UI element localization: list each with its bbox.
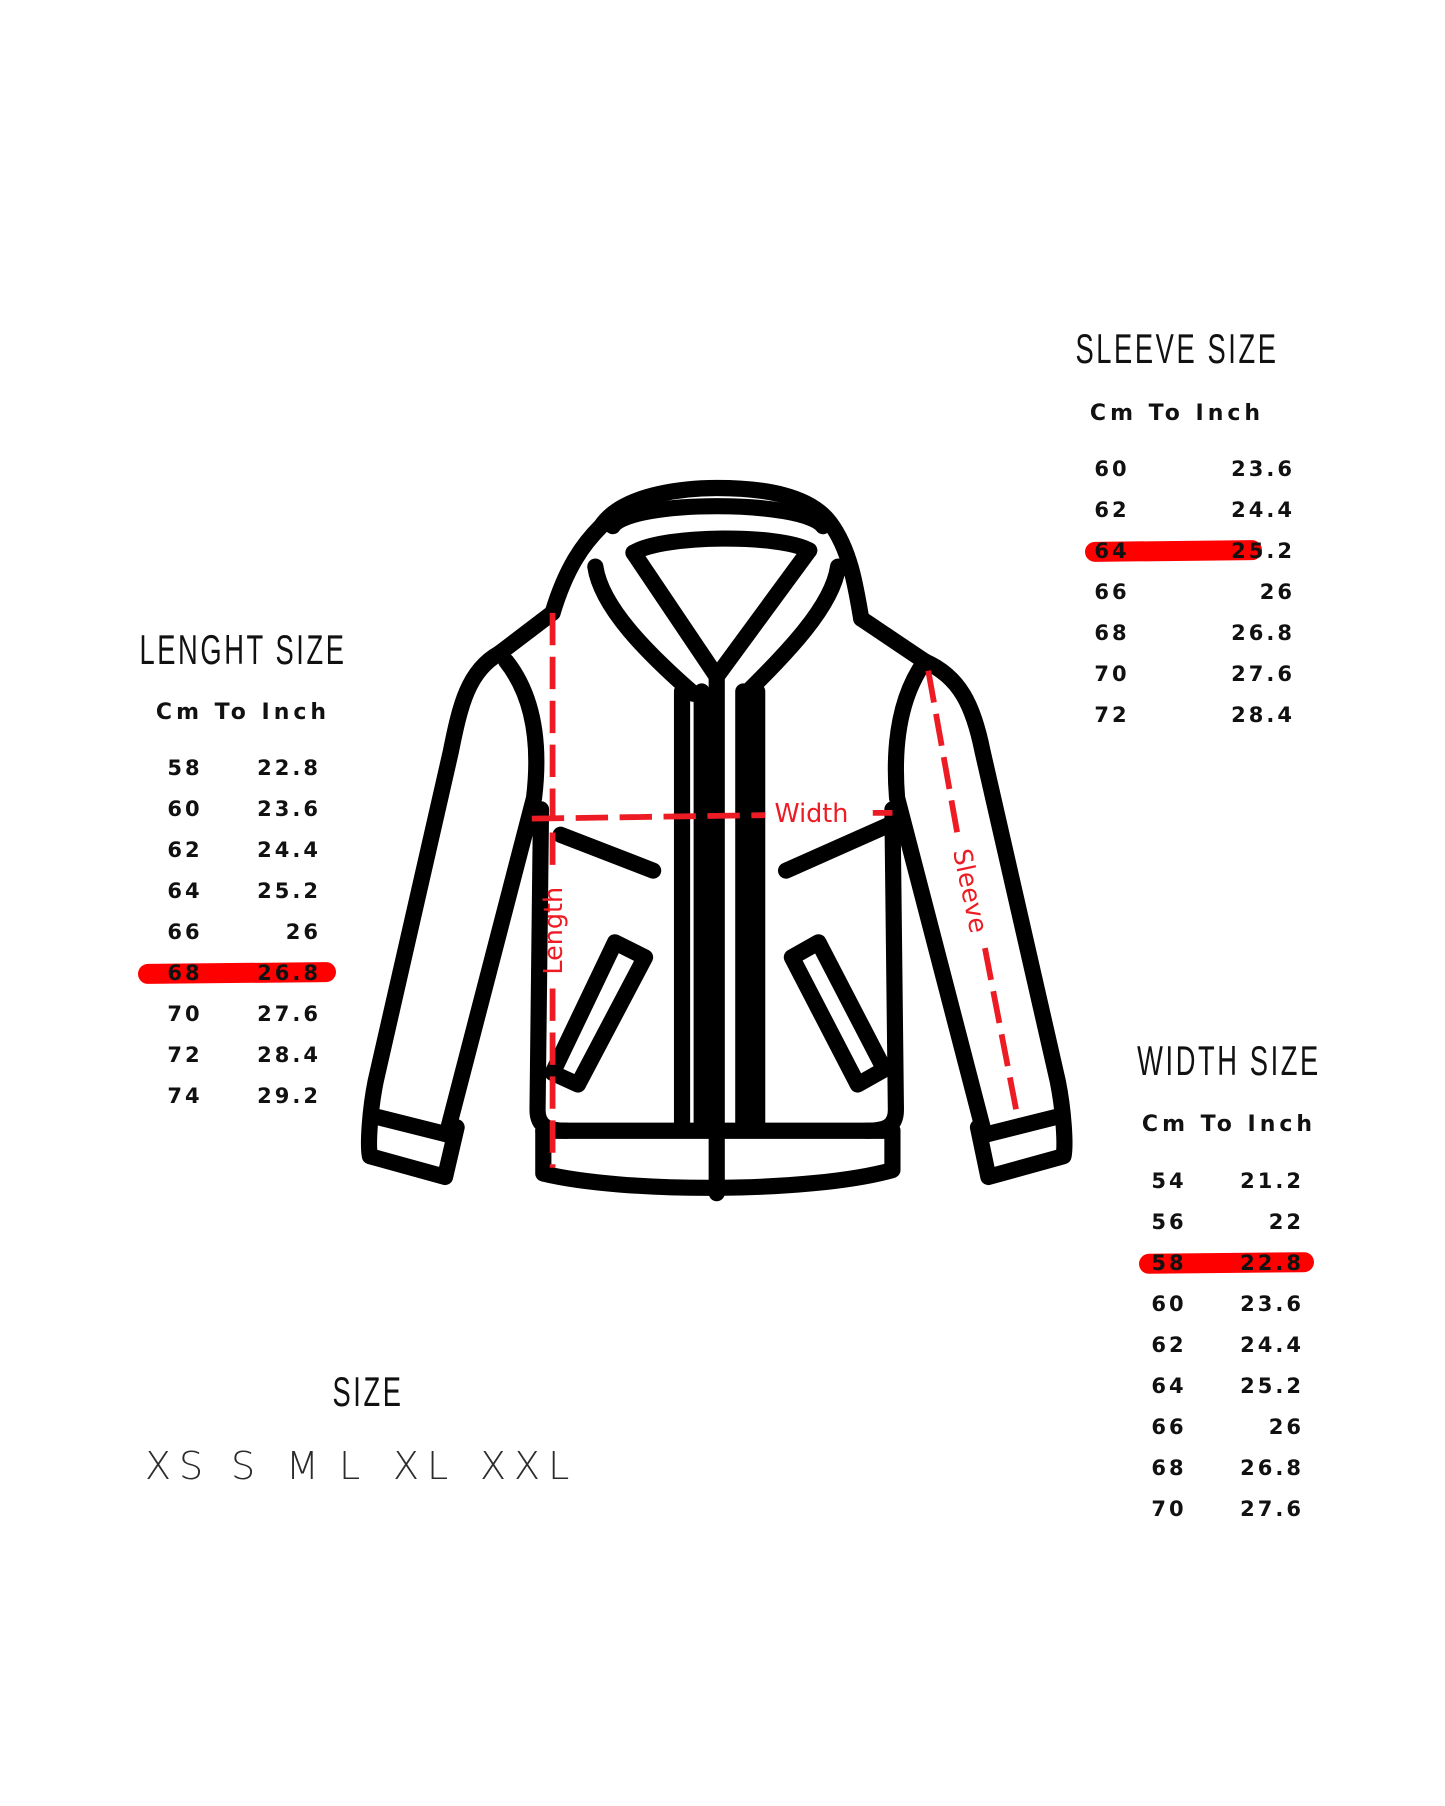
table-row: 56 22	[1099, 1202, 1359, 1243]
cm-value: 62	[1094, 498, 1130, 522]
cm-value: 64	[1151, 1374, 1187, 1398]
inch-value: 26	[1268, 1415, 1304, 1439]
inch-value: 21.2	[1240, 1169, 1304, 1193]
cm-value: 70	[1094, 662, 1130, 686]
measure-lines	[531, 612, 1021, 1168]
cm-value: 72	[167, 1043, 203, 1067]
table-row-highlighted: 58 22.8	[1099, 1243, 1359, 1284]
inch-value: 26.8	[1240, 1456, 1304, 1480]
cm-value: 56	[1151, 1210, 1187, 1234]
table-row: 62 24.4	[113, 830, 373, 871]
inch-value: 27.6	[1231, 662, 1295, 686]
cm-value: 68	[1151, 1456, 1187, 1480]
table-row: 72 28.4	[113, 1035, 373, 1076]
size-option-xxl[interactable]: XXL	[480, 1444, 578, 1488]
table-row: 70 27.6	[1099, 1489, 1359, 1530]
sleeve-title: SLEEVE SIZE	[1075, 325, 1279, 372]
table-row: 62 24.4	[1047, 490, 1307, 531]
length-title: LENGHT SIZE	[139, 626, 347, 673]
cm-value: 70	[1151, 1497, 1187, 1521]
cm-value: 66	[1094, 580, 1130, 604]
table-row: 64 25.2	[1099, 1366, 1359, 1407]
inch-value: 28.4	[257, 1043, 321, 1067]
table-row: 68 26.8	[1047, 613, 1307, 654]
inch-value: 29.2	[257, 1084, 321, 1108]
table-row: 62 24.4	[1099, 1325, 1359, 1366]
size-title: SIZE	[332, 1368, 404, 1415]
inch-value: 22.8	[257, 756, 321, 780]
inch-value: 26	[285, 920, 321, 944]
inch-value: 24.4	[1231, 498, 1295, 522]
inch-value: 22.8	[1240, 1251, 1304, 1275]
table-row: 58 22.8	[113, 748, 373, 789]
inch-value: 25.2	[257, 879, 321, 903]
table-row: 54 21.2	[1099, 1161, 1359, 1202]
cm-value: 54	[1151, 1169, 1187, 1193]
width-label: Width	[775, 798, 849, 828]
inch-value: 23.6	[1240, 1292, 1304, 1316]
cm-value: 62	[167, 838, 203, 862]
sleeve-rows: 60 23.6 62 24.4 64 25.2 66 26 68 26.8 70 27.6 72 28.4	[1047, 449, 1307, 736]
width-rows: 54 21.2 56 22 58 22.8 60 23.6 62 24.4 64 25.2 66 26 68…	[1099, 1161, 1359, 1530]
length-rows: 58 22.8 60 23.6 62 24.4 64 25.2 66 26 68 26.8 70 27.6…	[113, 748, 373, 1117]
cm-value: 66	[1151, 1415, 1187, 1439]
cm-value: 64	[1094, 539, 1130, 563]
table-row: 64 25.2	[113, 871, 373, 912]
inch-value: 25.2	[1240, 1374, 1304, 1398]
table-row: 66 26	[1099, 1407, 1359, 1448]
inch-value: 27.6	[1240, 1497, 1304, 1521]
size-option-m[interactable]: M	[286, 1444, 327, 1488]
cm-value: 58	[167, 756, 203, 780]
sleeve-measure-line	[925, 670, 1021, 1117]
cm-value: 60	[167, 797, 203, 821]
table-row: 66 26	[1047, 572, 1307, 613]
size-option-xs[interactable]: XS	[145, 1444, 212, 1488]
inch-value: 26.8	[1231, 621, 1295, 645]
table-row: 68 26.8	[1099, 1448, 1359, 1489]
inch-value: 27.6	[257, 1002, 321, 1026]
sleeve-unit-header: Cm To Inch	[1089, 401, 1265, 426]
table-row: 72 28.4	[1047, 695, 1307, 736]
inch-value: 22	[1268, 1210, 1304, 1234]
width-title: WIDTH SIZE	[1137, 1037, 1321, 1084]
inch-value: 23.6	[257, 797, 321, 821]
length-unit-header: Cm To Inch	[155, 700, 331, 725]
table-row-highlighted: 68 26.8	[113, 953, 373, 994]
width-unit-header: Cm To Inch	[1141, 1112, 1317, 1137]
table-row: 66 26	[113, 912, 373, 953]
table-row: 60 23.6	[1047, 449, 1307, 490]
width-measure-line	[531, 809, 893, 822]
inch-value: 25.2	[1231, 539, 1295, 563]
inch-value: 24.4	[1240, 1333, 1304, 1357]
inch-value: 28.4	[1231, 703, 1295, 727]
cm-value: 60	[1151, 1292, 1187, 1316]
size-option-s[interactable]: S	[231, 1444, 264, 1488]
cm-value: 70	[167, 1002, 203, 1026]
length-label: Length	[538, 887, 568, 975]
inch-value: 26.8	[257, 961, 321, 985]
cm-value: 64	[167, 879, 203, 903]
cm-value: 72	[1094, 703, 1130, 727]
sleeve-label: Sleeve	[947, 846, 994, 936]
table-row: 74 29.2	[113, 1076, 373, 1117]
table-row: 60 23.6	[1099, 1284, 1359, 1325]
cm-value: 68	[167, 961, 203, 985]
cm-value: 58	[1151, 1251, 1187, 1275]
inch-value: 24.4	[257, 838, 321, 862]
cm-value: 62	[1151, 1333, 1187, 1357]
inch-value: 26	[1259, 580, 1295, 604]
cm-value: 66	[167, 920, 203, 944]
table-row-highlighted: 64 25.2	[1047, 531, 1307, 572]
inch-value: 23.6	[1231, 457, 1295, 481]
cm-value: 60	[1094, 457, 1130, 481]
table-row: 70 27.6	[1047, 654, 1307, 695]
table-row: 70 27.6	[113, 994, 373, 1035]
size-option-xl[interactable]: XL	[393, 1444, 457, 1488]
size-option-l[interactable]: L	[334, 1440, 378, 1492]
jacket-outline-icon	[360, 479, 1073, 1202]
table-row: 60 23.6	[113, 789, 373, 830]
cm-value: 68	[1094, 621, 1130, 645]
cm-value: 74	[167, 1084, 203, 1108]
